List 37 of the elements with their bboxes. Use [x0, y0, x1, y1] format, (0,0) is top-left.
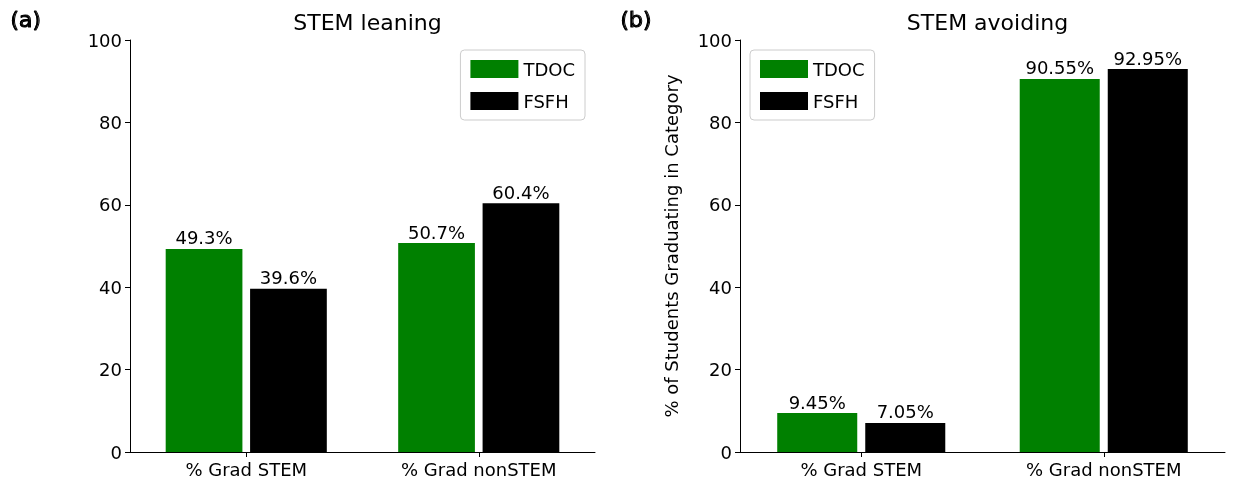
y-tick-label: 40: [99, 276, 122, 298]
x-tick-label: % Grad STEM: [185, 458, 308, 480]
y-tick-label: 100: [697, 29, 732, 51]
legend-label: FSFH: [813, 90, 859, 112]
chart-title: STEM avoiding: [906, 9, 1069, 35]
y-tick-label: 20: [709, 359, 732, 381]
legend-label: TDOC: [812, 58, 865, 80]
x-tick-label: % Grad STEM: [800, 458, 923, 480]
y-tick-label: 100: [87, 29, 122, 51]
x-tick-label: % Grad nonSTEM: [400, 458, 557, 480]
data-label: 60.4%: [492, 181, 550, 203]
y-tick-label: 0: [110, 441, 122, 463]
y-axis-title: % of Students Graduating in Category: [660, 74, 682, 418]
bar: [777, 413, 858, 452]
data-label: 7.05%: [876, 401, 934, 423]
y-tick-label: 0: [720, 441, 732, 463]
text: (a): [10, 6, 41, 32]
y-tick-label: 80: [99, 111, 122, 133]
x-tick-label: % Grad nonSTEM: [1025, 458, 1182, 480]
data-label: 9.45%: [788, 391, 846, 413]
y-tick-label: 20: [99, 359, 122, 381]
bar: [165, 248, 243, 452]
legend-label: FSFH: [523, 90, 569, 112]
data-label: 90.55%: [1025, 57, 1095, 79]
y-tick-label: 80: [709, 111, 732, 133]
legend-label: TDOC: [522, 58, 575, 80]
y-tick-label: 60: [709, 194, 732, 216]
data-label: 39.6%: [259, 267, 318, 289]
chart-title: STEM leaning: [293, 9, 442, 35]
data-label: 50.7%: [407, 221, 466, 243]
text: (b): [620, 6, 652, 32]
bar: [398, 243, 475, 452]
data-label: 92.95%: [1113, 47, 1183, 69]
y-tick-label: 60: [99, 194, 122, 216]
bar: [1019, 78, 1100, 452]
data-label: 49.3%: [175, 227, 233, 249]
y-tick-label: 40: [709, 276, 732, 298]
